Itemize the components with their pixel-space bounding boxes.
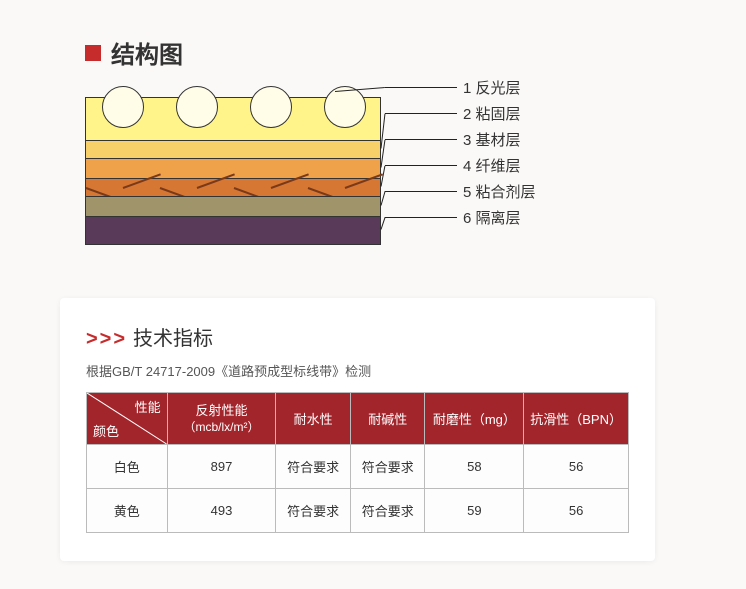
col-header-sub: （mcb/lx/m²）: [172, 419, 272, 435]
table-cell: 符合要求: [350, 445, 425, 489]
layer-6: [86, 216, 380, 244]
leader-line: [385, 139, 457, 140]
card-subtitle: 根据GB/T 24717-2009《道路预成型标线带》检测: [86, 361, 629, 380]
layer-label-5: 5 粘合剂层: [463, 181, 536, 202]
col-header-main: 反射性能: [172, 402, 272, 420]
reflective-bead: [250, 86, 292, 128]
layer-diagram: 1 反光层2 粘固层3 基材层4 纤维层5 粘合剂层6 隔离层: [85, 85, 645, 265]
layer-label-6: 6 隔离层: [463, 207, 521, 228]
layer-label-3: 3 基材层: [463, 129, 521, 150]
leader-line: [381, 217, 386, 229]
leader-line: [385, 165, 457, 166]
table-col-header: 抗滑性（BPN）: [524, 393, 629, 445]
table-corner-cell: 性能颜色: [87, 393, 168, 445]
leader-line: [385, 191, 457, 192]
card-title-text: 技术指标: [133, 328, 213, 350]
layer-label-2: 2 粘固层: [463, 103, 521, 124]
table-cell: 59: [425, 489, 524, 533]
row-label: 白色: [87, 445, 168, 489]
table-cell: 56: [524, 489, 629, 533]
layer-2: [86, 140, 380, 158]
reflective-bead: [324, 86, 366, 128]
table-row: 黄色493符合要求符合要求5956: [87, 489, 629, 533]
leader-line: [385, 113, 457, 114]
table-cell: 56: [524, 445, 629, 489]
table-cell: 493: [167, 489, 276, 533]
leader-line: [385, 217, 457, 218]
table-header-row: 性能颜色反射性能（mcb/lx/m²）耐水性耐碱性耐磨性（mg）抗滑性（BPN）: [87, 393, 629, 445]
leader-line: [385, 87, 457, 88]
table-cell: 符合要求: [276, 489, 351, 533]
title-text: 结构图: [111, 35, 183, 70]
table-col-header: 耐碱性: [350, 393, 425, 445]
chevron-icon: >>>: [86, 328, 127, 350]
row-label: 黄色: [87, 489, 168, 533]
layer-4: [86, 178, 380, 196]
layer-1: [86, 98, 380, 140]
corner-top-label: 性能: [135, 397, 161, 416]
layer-5: [86, 196, 380, 216]
corner-bottom-label: 颜色: [93, 421, 119, 440]
reflective-bead: [102, 86, 144, 128]
structure-section-title: 结构图: [85, 35, 183, 70]
layer-stack: [85, 97, 381, 245]
table-cell: 897: [167, 445, 276, 489]
title-marker: [85, 45, 101, 61]
fiber-zigzag: [86, 179, 380, 196]
table-cell: 符合要求: [276, 445, 351, 489]
reflective-bead: [176, 86, 218, 128]
table-cell: 符合要求: [350, 489, 425, 533]
table-col-header: 反射性能（mcb/lx/m²）: [167, 393, 276, 445]
card-title: >>> 技术指标: [86, 322, 629, 351]
spec-card: >>> 技术指标 根据GB/T 24717-2009《道路预成型标线带》检测 性能…: [60, 298, 655, 561]
layer-label-4: 4 纤维层: [463, 155, 521, 176]
table-col-header: 耐水性: [276, 393, 351, 445]
layer-label-1: 1 反光层: [463, 77, 521, 98]
leader-line: [381, 191, 386, 205]
spec-table: 性能颜色反射性能（mcb/lx/m²）耐水性耐碱性耐磨性（mg）抗滑性（BPN）…: [86, 392, 629, 533]
table-col-header: 耐磨性（mg）: [425, 393, 524, 445]
table-cell: 58: [425, 445, 524, 489]
table-row: 白色897符合要求符合要求5856: [87, 445, 629, 489]
leader-line: [381, 165, 386, 186]
